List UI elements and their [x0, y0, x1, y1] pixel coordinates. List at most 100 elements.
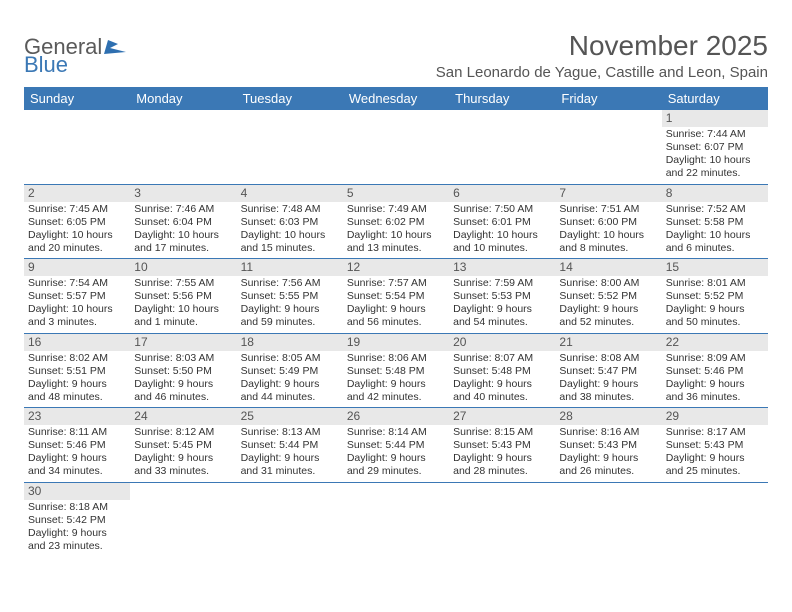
day-body: Sunrise: 8:08 AMSunset: 5:47 PMDaylight:… [555, 351, 661, 408]
sunset-text: Sunset: 6:03 PM [241, 216, 339, 229]
sunrise-text: Sunrise: 8:06 AM [347, 352, 445, 365]
sunrise-text: Sunrise: 8:12 AM [134, 426, 232, 439]
day-body: Sunrise: 8:15 AMSunset: 5:43 PMDaylight:… [449, 425, 555, 482]
day-cell: 24Sunrise: 8:12 AMSunset: 5:45 PMDayligh… [130, 408, 236, 482]
day-cell: 14Sunrise: 8:00 AMSunset: 5:52 PMDayligh… [555, 259, 661, 333]
weekday-header: Monday [130, 87, 236, 110]
day-cell: 23Sunrise: 8:11 AMSunset: 5:46 PMDayligh… [24, 408, 130, 482]
daylight-text: Daylight: 9 hours and 48 minutes. [28, 378, 126, 404]
sunset-text: Sunset: 5:56 PM [134, 290, 232, 303]
day-body: Sunrise: 7:50 AMSunset: 6:01 PMDaylight:… [449, 202, 555, 259]
sunset-text: Sunset: 5:46 PM [666, 365, 764, 378]
day-number: 27 [449, 408, 555, 425]
sunrise-text: Sunrise: 8:08 AM [559, 352, 657, 365]
week-row: 30Sunrise: 8:18 AMSunset: 5:42 PMDayligh… [24, 483, 768, 557]
sunrise-text: Sunrise: 7:51 AM [559, 203, 657, 216]
week-row: 9Sunrise: 7:54 AMSunset: 5:57 PMDaylight… [24, 259, 768, 334]
day-number: 4 [237, 185, 343, 202]
daylight-text: Daylight: 9 hours and 42 minutes. [347, 378, 445, 404]
daylight-text: Daylight: 10 hours and 10 minutes. [453, 229, 551, 255]
daylight-text: Daylight: 9 hours and 38 minutes. [559, 378, 657, 404]
sunset-text: Sunset: 5:58 PM [666, 216, 764, 229]
sunrise-text: Sunrise: 8:13 AM [241, 426, 339, 439]
day-cell [449, 110, 555, 184]
week-row: 23Sunrise: 8:11 AMSunset: 5:46 PMDayligh… [24, 408, 768, 483]
sunset-text: Sunset: 5:52 PM [666, 290, 764, 303]
daylight-text: Daylight: 10 hours and 20 minutes. [28, 229, 126, 255]
day-cell: 17Sunrise: 8:03 AMSunset: 5:50 PMDayligh… [130, 334, 236, 408]
day-body: Sunrise: 8:03 AMSunset: 5:50 PMDaylight:… [130, 351, 236, 408]
day-body: Sunrise: 7:48 AMSunset: 6:03 PMDaylight:… [237, 202, 343, 259]
sunset-text: Sunset: 6:05 PM [28, 216, 126, 229]
weekday-header: Sunday [24, 87, 130, 110]
sunrise-text: Sunrise: 7:57 AM [347, 277, 445, 290]
daylight-text: Daylight: 10 hours and 6 minutes. [666, 229, 764, 255]
sunset-text: Sunset: 5:47 PM [559, 365, 657, 378]
calendar-grid: SundayMondayTuesdayWednesdayThursdayFrid… [24, 87, 768, 556]
logo-flag-icon [104, 38, 128, 56]
sunset-text: Sunset: 5:43 PM [666, 439, 764, 452]
daylight-text: Daylight: 9 hours and 31 minutes. [241, 452, 339, 478]
week-row: 2Sunrise: 7:45 AMSunset: 6:05 PMDaylight… [24, 185, 768, 260]
sunrise-text: Sunrise: 8:03 AM [134, 352, 232, 365]
day-cell: 6Sunrise: 7:50 AMSunset: 6:01 PMDaylight… [449, 185, 555, 259]
day-number: 25 [237, 408, 343, 425]
logo-text-blue: Blue [24, 52, 68, 78]
day-body: Sunrise: 8:16 AMSunset: 5:43 PMDaylight:… [555, 425, 661, 482]
sunset-text: Sunset: 6:07 PM [666, 141, 764, 154]
day-cell: 5Sunrise: 7:49 AMSunset: 6:02 PMDaylight… [343, 185, 449, 259]
sunrise-text: Sunrise: 7:50 AM [453, 203, 551, 216]
day-cell: 2Sunrise: 7:45 AMSunset: 6:05 PMDaylight… [24, 185, 130, 259]
weekday-header: Friday [555, 87, 661, 110]
day-cell [237, 110, 343, 184]
day-cell [343, 110, 449, 184]
day-body: Sunrise: 7:54 AMSunset: 5:57 PMDaylight:… [24, 276, 130, 333]
day-cell: 11Sunrise: 7:56 AMSunset: 5:55 PMDayligh… [237, 259, 343, 333]
daylight-text: Daylight: 10 hours and 3 minutes. [28, 303, 126, 329]
daylight-text: Daylight: 9 hours and 54 minutes. [453, 303, 551, 329]
daylight-text: Daylight: 9 hours and 50 minutes. [666, 303, 764, 329]
day-cell [237, 483, 343, 557]
day-number: 18 [237, 334, 343, 351]
sunset-text: Sunset: 5:55 PM [241, 290, 339, 303]
day-cell [24, 110, 130, 184]
day-body: Sunrise: 7:59 AMSunset: 5:53 PMDaylight:… [449, 276, 555, 333]
day-body: Sunrise: 7:49 AMSunset: 6:02 PMDaylight:… [343, 202, 449, 259]
day-body: Sunrise: 8:14 AMSunset: 5:44 PMDaylight:… [343, 425, 449, 482]
sunset-text: Sunset: 5:48 PM [347, 365, 445, 378]
daylight-text: Daylight: 9 hours and 52 minutes. [559, 303, 657, 329]
sunrise-text: Sunrise: 8:02 AM [28, 352, 126, 365]
sunset-text: Sunset: 5:52 PM [559, 290, 657, 303]
day-body: Sunrise: 7:45 AMSunset: 6:05 PMDaylight:… [24, 202, 130, 259]
daylight-text: Daylight: 9 hours and 59 minutes. [241, 303, 339, 329]
day-number: 11 [237, 259, 343, 276]
day-number: 8 [662, 185, 768, 202]
day-cell: 7Sunrise: 7:51 AMSunset: 6:00 PMDaylight… [555, 185, 661, 259]
day-number: 3 [130, 185, 236, 202]
sunrise-text: Sunrise: 8:09 AM [666, 352, 764, 365]
day-cell: 19Sunrise: 8:06 AMSunset: 5:48 PMDayligh… [343, 334, 449, 408]
daylight-text: Daylight: 9 hours and 29 minutes. [347, 452, 445, 478]
daylight-text: Daylight: 10 hours and 13 minutes. [347, 229, 445, 255]
day-number: 22 [662, 334, 768, 351]
day-body: Sunrise: 8:05 AMSunset: 5:49 PMDaylight:… [237, 351, 343, 408]
sunset-text: Sunset: 5:44 PM [241, 439, 339, 452]
day-body: Sunrise: 7:56 AMSunset: 5:55 PMDaylight:… [237, 276, 343, 333]
sunrise-text: Sunrise: 7:52 AM [666, 203, 764, 216]
calendar-page: General November 2025 San Leonardo de Ya… [0, 0, 792, 568]
sunrise-text: Sunrise: 8:14 AM [347, 426, 445, 439]
day-cell: 22Sunrise: 8:09 AMSunset: 5:46 PMDayligh… [662, 334, 768, 408]
day-cell: 16Sunrise: 8:02 AMSunset: 5:51 PMDayligh… [24, 334, 130, 408]
sunrise-text: Sunrise: 7:48 AM [241, 203, 339, 216]
sunrise-text: Sunrise: 7:56 AM [241, 277, 339, 290]
daylight-text: Daylight: 9 hours and 26 minutes. [559, 452, 657, 478]
day-number: 24 [130, 408, 236, 425]
sunset-text: Sunset: 5:46 PM [28, 439, 126, 452]
day-number: 13 [449, 259, 555, 276]
header: General November 2025 San Leonardo de Ya… [24, 30, 768, 81]
day-body: Sunrise: 8:17 AMSunset: 5:43 PMDaylight:… [662, 425, 768, 482]
sunrise-text: Sunrise: 7:44 AM [666, 128, 764, 141]
weekday-header: Tuesday [237, 87, 343, 110]
day-cell: 8Sunrise: 7:52 AMSunset: 5:58 PMDaylight… [662, 185, 768, 259]
day-number: 12 [343, 259, 449, 276]
